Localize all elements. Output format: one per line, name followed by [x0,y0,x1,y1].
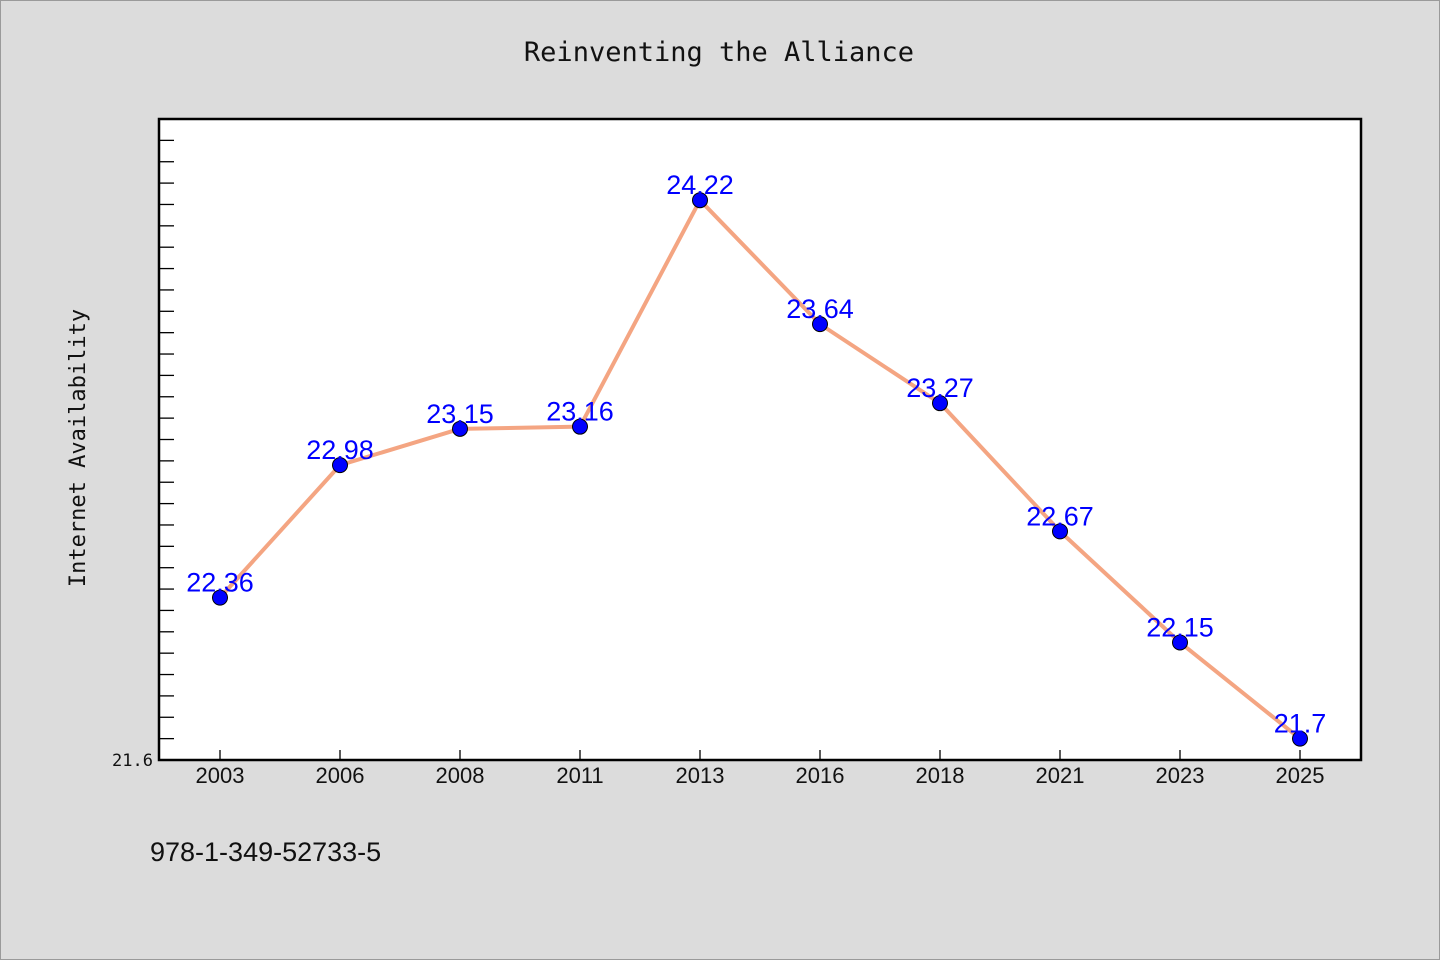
data-point [452,420,468,437]
data-label: 24.22 [666,170,734,200]
data-point [1172,634,1188,651]
data-point [212,589,228,606]
x-tick-label: 2023 [1156,763,1205,788]
data-point [932,395,948,412]
x-tick-label: 2016 [796,763,845,788]
x-tick-label: 2021 [1036,763,1085,788]
data-label: 22.98 [306,435,374,465]
y-tick-label: 21.6 [112,751,153,771]
data-point [1292,730,1308,747]
x-tick-label: 2018 [916,763,965,788]
x-tick-label: 2011 [556,763,603,788]
data-label: 22.67 [1026,501,1094,531]
data-label: 22.36 [186,568,254,598]
x-axis-ticks: 2003 2006 2008 2011 2013 2016 2018 2021 2023 2025 [196,750,1325,788]
x-tick-label: 2003 [196,763,245,788]
data-label: 21.7 [1274,709,1327,739]
x-tick-label: 2006 [316,763,365,788]
isbn-text: 978-1-349-52733-5 [150,837,381,867]
chart-title: Reinventing the Alliance [524,37,914,68]
plot-area [157,117,1363,762]
series-group [212,192,1308,747]
data-label: 23.15 [426,399,494,429]
series-line [218,198,1302,741]
data-label: 23.64 [786,294,854,324]
x-tick-label: 2008 [436,763,485,788]
y-axis-label: Internet Availability [66,309,91,587]
y-axis-ticks: 21.6 [112,118,174,771]
data-point [812,316,828,333]
x-tick-label: 2025 [1276,763,1325,788]
data-label: 23.16 [546,397,614,427]
data-label: 22.15 [1146,612,1214,642]
data-point [572,418,588,435]
x-tick-label: 2013 [676,763,725,788]
data-labels-group: 22.36 22.98 23.15 23.16 24.22 23.64 23.27 22.67… [186,170,1326,738]
data-point [692,192,708,209]
data-point [1052,523,1068,540]
data-point [332,457,348,474]
data-label: 23.27 [906,373,974,403]
